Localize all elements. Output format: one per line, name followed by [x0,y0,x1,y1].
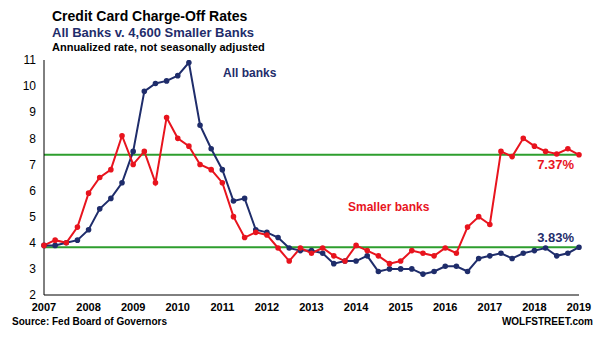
svg-text:6: 6 [29,184,36,198]
svg-text:2017: 2017 [478,301,502,313]
html-text:All Banks v. 4,600 Smaller Ban: All Banks v. 4,600 Smaller Banks [52,25,255,40]
svg-text:3.83%: 3.83% [537,230,574,245]
svg-text:9: 9 [29,105,36,119]
svg-text:10: 10 [23,79,37,93]
svg-text:11: 11 [24,53,37,67]
html-text:Annualized rate, not seasonall: Annualized rate, not seasonally adjusted [52,41,265,53]
svg-text:2019: 2019 [567,301,591,313]
svg-text:2013: 2013 [299,301,323,313]
svg-text:2015: 2015 [388,301,412,313]
svg-text:2: 2 [29,288,36,302]
svg-text:2009: 2009 [121,301,145,313]
svg-text:2014: 2014 [344,301,369,313]
svg-text:5: 5 [29,210,36,224]
html-text:Smaller banks: Smaller banks [348,200,430,214]
svg-text:2007: 2007 [32,301,56,313]
svg-text:2010: 2010 [166,301,190,313]
svg-text:3: 3 [29,262,36,276]
html-text:All banks: All banks [223,66,277,80]
svg-text:8: 8 [29,132,36,146]
html-text:Source: Fed Board of Governors: Source: Fed Board of Governors [12,316,167,327]
svg-text:2012: 2012 [255,301,279,313]
svg-text:7: 7 [29,158,36,172]
svg-text:4: 4 [29,236,36,250]
svg-text:2016: 2016 [433,301,457,313]
html-text:WOLFSTREET.com: WOLFSTREET.com [501,316,593,327]
svg-text:2018: 2018 [522,301,546,313]
svg-text:7.37%: 7.37% [537,157,574,172]
svg-text:2008: 2008 [76,301,100,313]
html-text:Credit Card Charge-Off Rates: Credit Card Charge-Off Rates [52,8,248,24]
svg-text:2011: 2011 [210,301,234,313]
